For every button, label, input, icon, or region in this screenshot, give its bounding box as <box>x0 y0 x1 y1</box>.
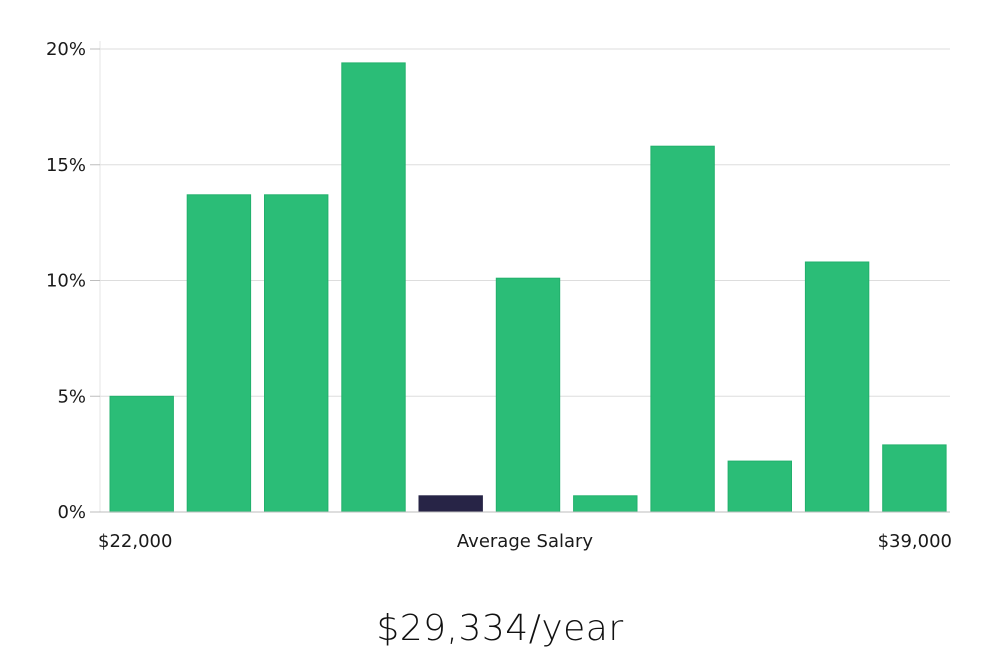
y-tick-label: 15% <box>46 155 86 176</box>
bar <box>882 444 947 513</box>
bar-highlighted <box>418 495 483 513</box>
y-tick-label: 20% <box>46 39 86 60</box>
bar <box>573 495 638 513</box>
x-range-start-label: $22,000 <box>98 531 172 552</box>
bar <box>804 261 870 513</box>
bar <box>109 395 174 513</box>
x-range-end-label: $39,000 <box>878 531 952 552</box>
bar <box>186 194 252 513</box>
bar <box>495 277 561 513</box>
x-axis-title: Average Salary <box>457 531 594 552</box>
y-tick-label: 5% <box>57 386 86 407</box>
bar <box>650 145 715 513</box>
bar <box>264 194 329 513</box>
bar <box>341 62 406 513</box>
average-salary-headline: $29,334/year <box>376 608 624 649</box>
bar <box>727 460 792 513</box>
bars <box>109 62 947 513</box>
salary-distribution-chart: 0% 5% 10% 15% 20% $22,000 Average Salary $39… <box>46 39 952 552</box>
y-axis-ticks: 0% 5% 10% 15% 20% <box>46 39 100 523</box>
y-tick-label: 10% <box>46 271 86 292</box>
y-tick-label: 0% <box>57 502 86 523</box>
